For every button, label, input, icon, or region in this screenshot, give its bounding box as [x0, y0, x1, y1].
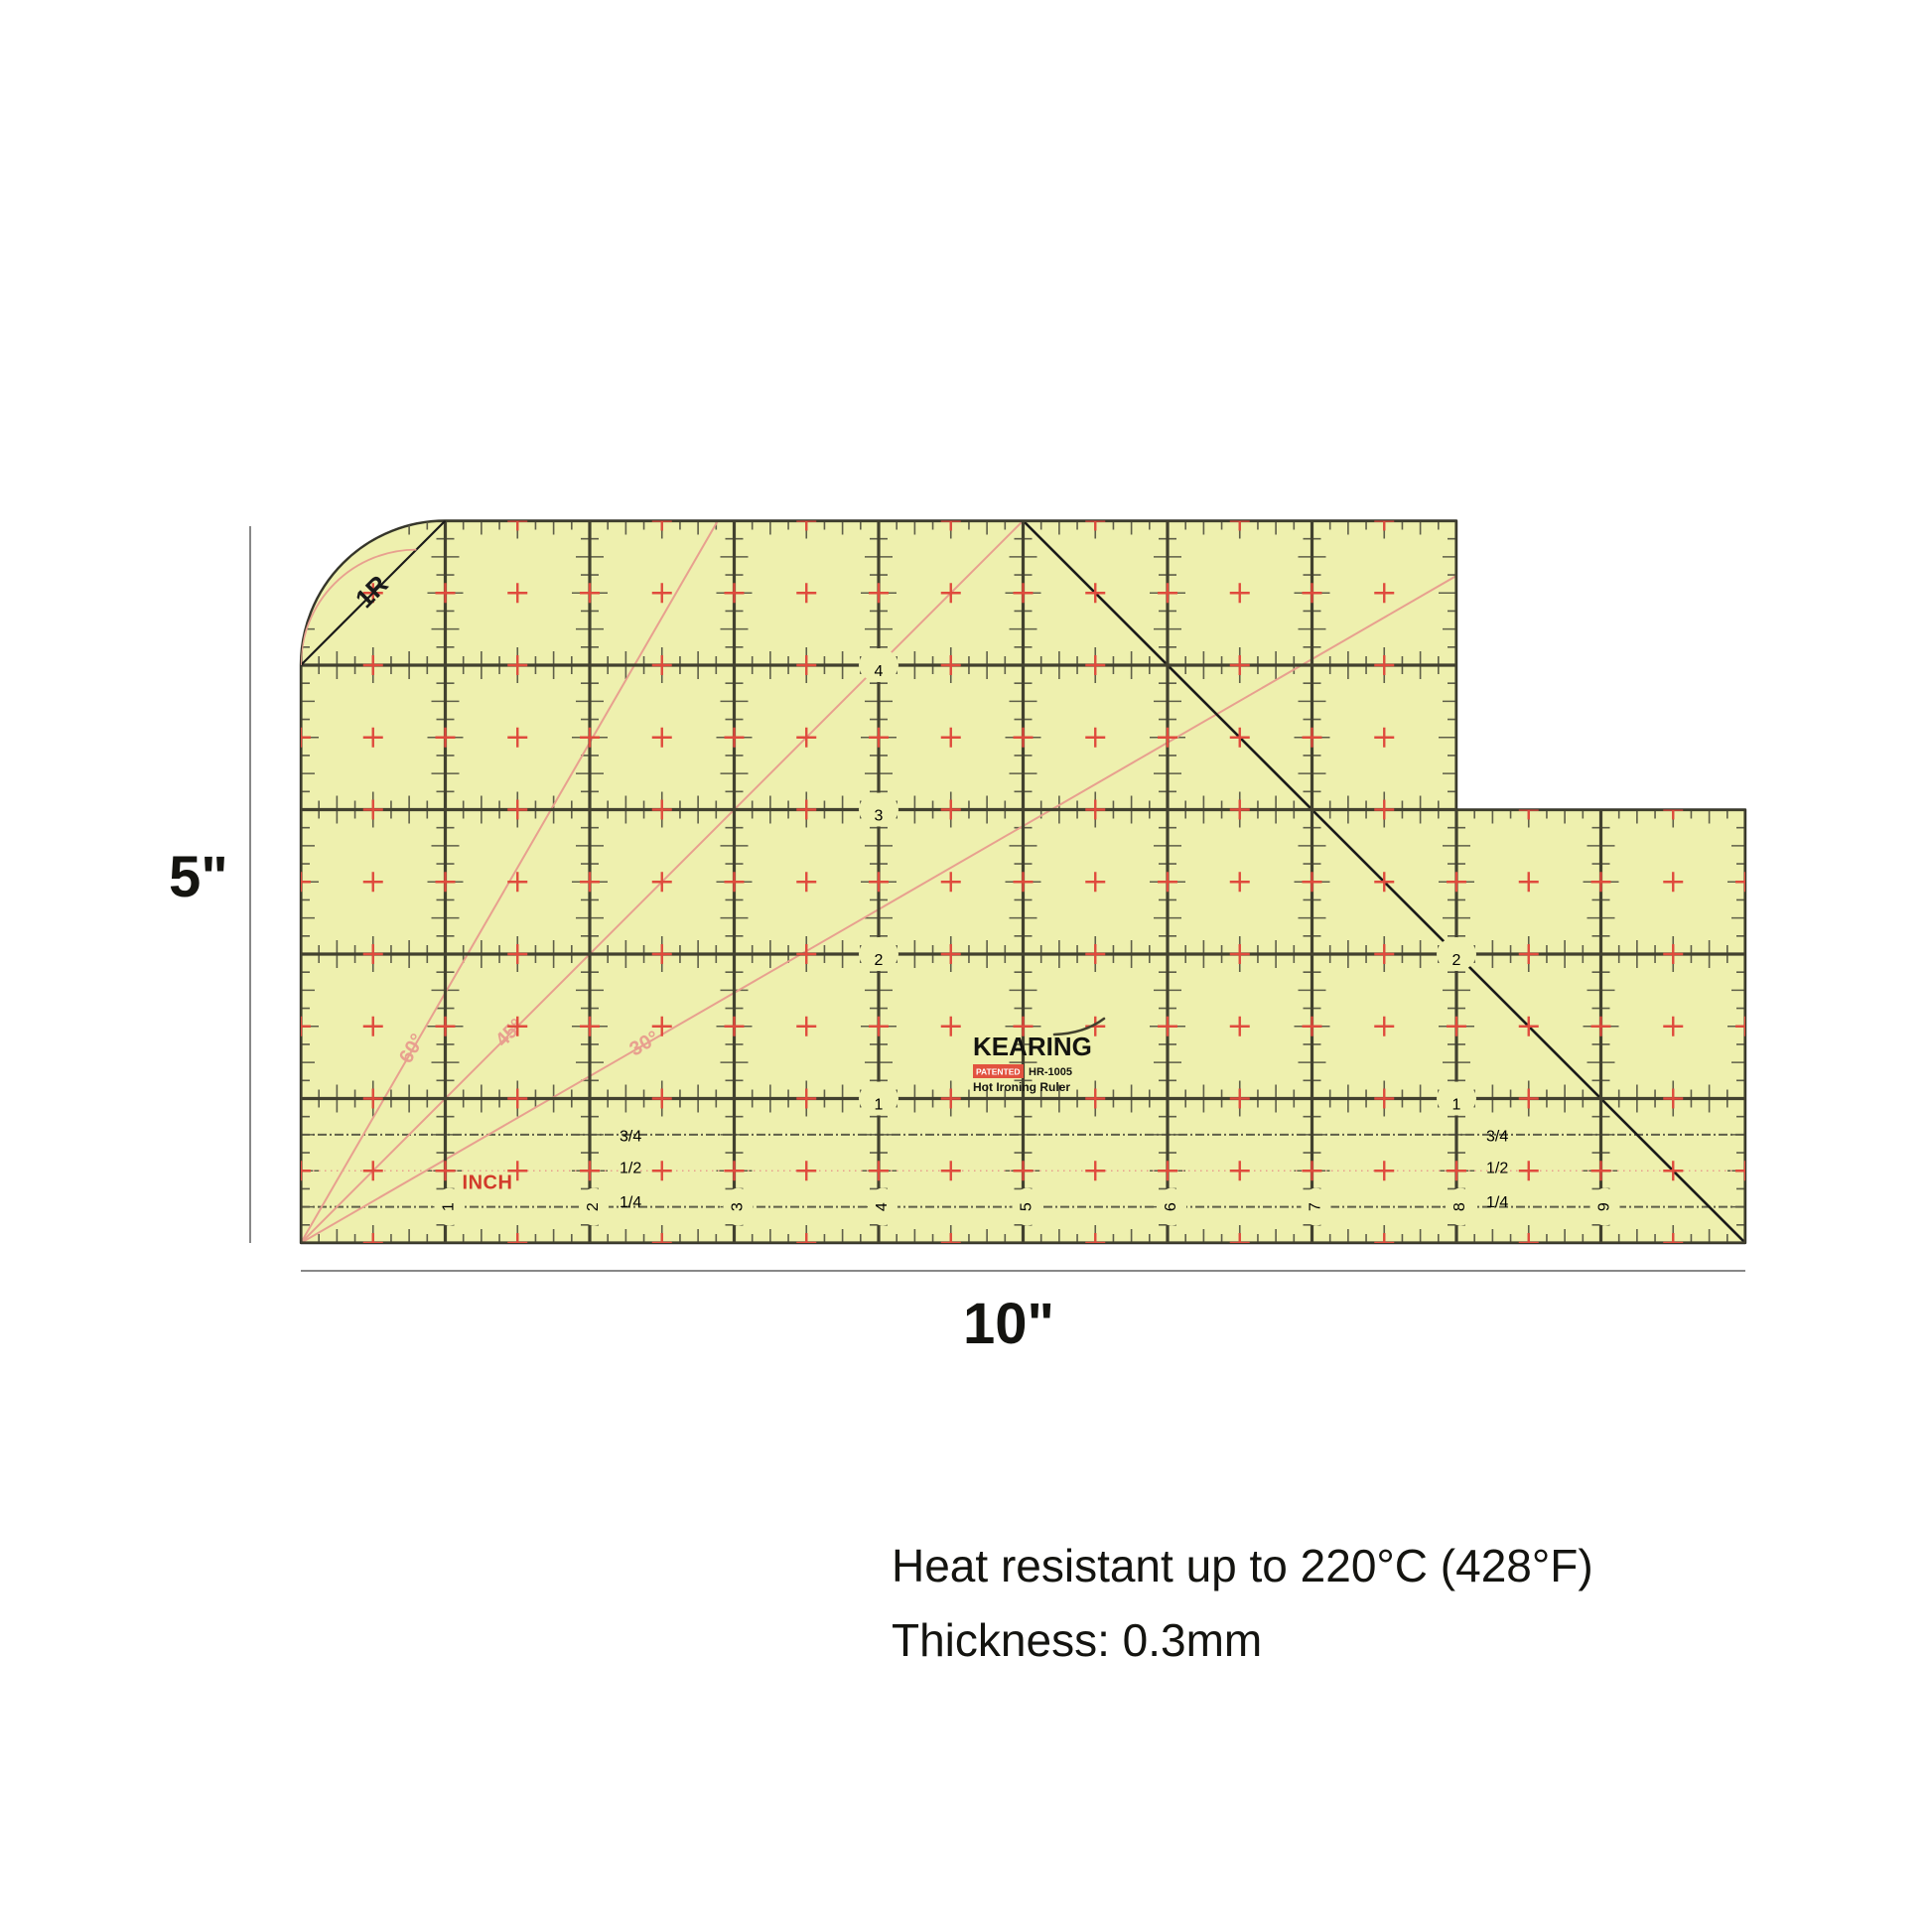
svg-text:4: 4: [874, 1202, 891, 1211]
svg-text:3: 3: [730, 1202, 747, 1211]
svg-text:2: 2: [875, 952, 884, 969]
svg-text:2: 2: [1452, 952, 1461, 969]
svg-text:7: 7: [1308, 1202, 1324, 1211]
svg-text:2: 2: [585, 1202, 602, 1211]
svg-text:6: 6: [1163, 1202, 1179, 1211]
svg-text:3: 3: [875, 808, 884, 825]
svg-text:1/2: 1/2: [620, 1161, 641, 1177]
svg-text:KEARING: KEARING: [973, 1032, 1092, 1061]
svg-text:INCH: INCH: [463, 1173, 513, 1194]
svg-text:PATENTED: PATENTED: [976, 1067, 1021, 1077]
svg-text:1/2: 1/2: [1486, 1161, 1508, 1177]
svg-text:4: 4: [875, 663, 884, 680]
svg-text:1/4: 1/4: [620, 1194, 641, 1211]
svg-text:1: 1: [441, 1202, 458, 1211]
svg-text:3/4: 3/4: [620, 1129, 641, 1146]
svg-text:HR-1005: HR-1005: [1029, 1066, 1072, 1078]
svg-text:1/4: 1/4: [1486, 1194, 1508, 1211]
svg-text:Hot Ironing Ruler: Hot Ironing Ruler: [973, 1080, 1070, 1094]
svg-text:9: 9: [1596, 1202, 1613, 1211]
svg-text:1: 1: [1452, 1097, 1461, 1114]
svg-text:8: 8: [1451, 1202, 1468, 1211]
svg-text:5: 5: [1019, 1202, 1035, 1211]
svg-text:3/4: 3/4: [1486, 1129, 1508, 1146]
svg-text:1: 1: [875, 1097, 884, 1114]
